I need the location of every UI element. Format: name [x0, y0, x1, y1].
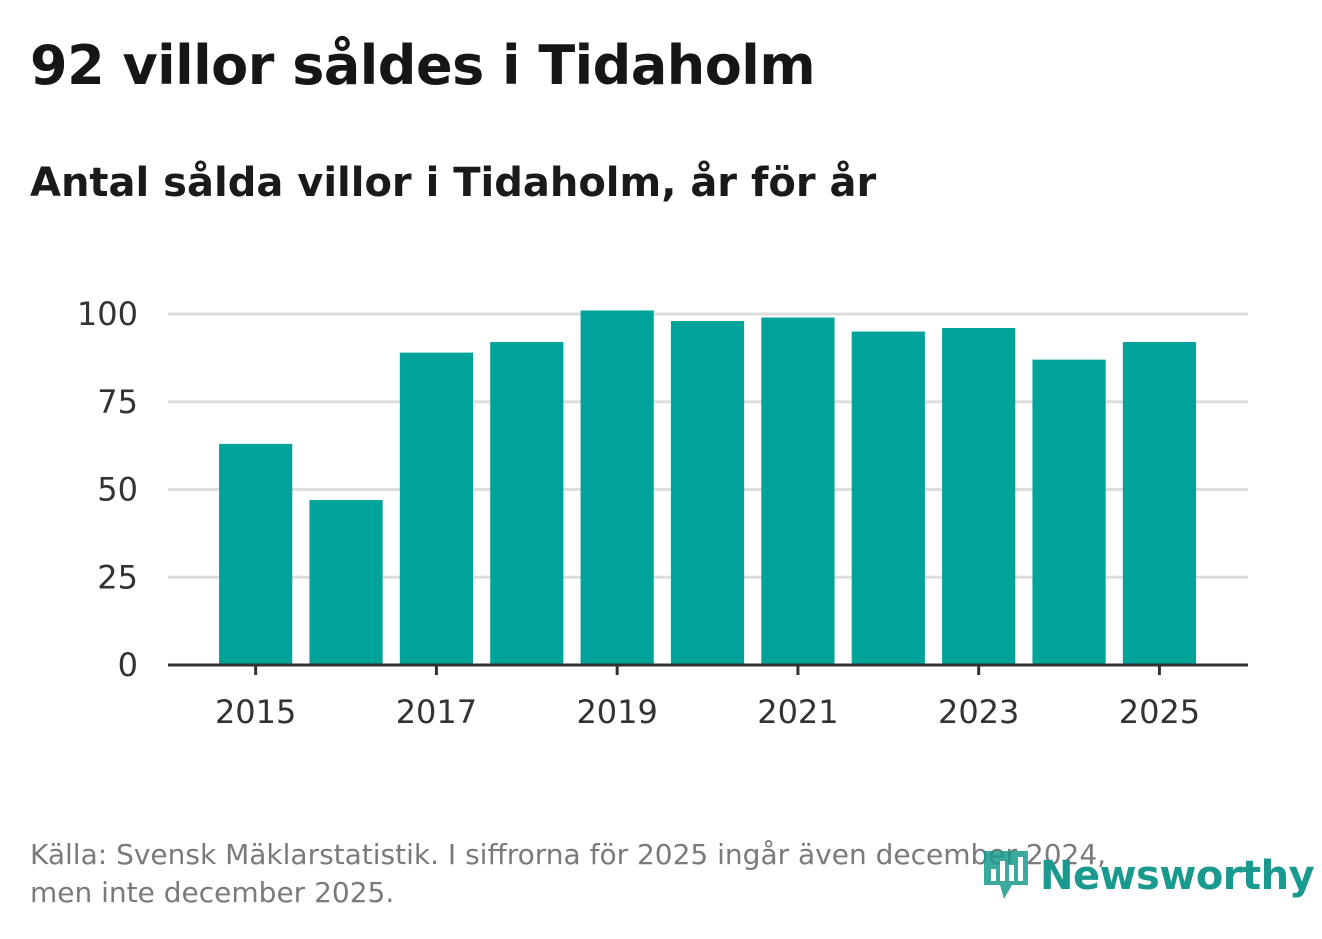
source-note: Källa: Svensk Mäklarstatistik. I siffror… — [30, 836, 1230, 912]
bar-2022 — [851, 331, 925, 665]
bar-chart: 0 25 50 75 100 2015 2017 2019 2021 2023 2025 — [77, 295, 1248, 731]
x-tick-label-2015: 2015 — [215, 693, 296, 731]
chart-title: 92 villor såldes i Tidaholm — [30, 34, 816, 97]
source-line-1: Källa: Svensk Mäklarstatistik. I siffror… — [30, 838, 1107, 871]
newsworthy-logo-icon — [984, 851, 1028, 899]
bar-2023 — [942, 328, 1016, 665]
newsworthy-logo: Newsworthy — [980, 848, 1315, 904]
y-tick-label-50: 50 — [97, 471, 138, 509]
y-tick-label-75: 75 — [97, 383, 138, 421]
y-tick-label-100: 100 — [77, 295, 138, 333]
bar-2020 — [670, 321, 745, 665]
y-tick-label-0: 0 — [118, 646, 138, 684]
bar-2021 — [761, 317, 835, 665]
newsworthy-logo-text: Newsworthy — [1040, 853, 1315, 899]
source-line-2: men inte december 2025. — [30, 876, 395, 909]
x-tick-label-2021: 2021 — [757, 693, 838, 731]
x-tick-label-2017: 2017 — [396, 693, 477, 731]
y-tick-label-25: 25 — [97, 558, 138, 596]
bars — [219, 310, 1197, 665]
x-tick-label-2025: 2025 — [1119, 693, 1200, 731]
chart-subtitle: Antal sålda villor i Tidaholm, år för år — [30, 160, 877, 206]
bar-2015 — [219, 443, 293, 665]
bar-2019 — [580, 310, 654, 665]
x-tick-label-2019: 2019 — [576, 693, 657, 731]
bar-2025 — [1122, 342, 1197, 665]
axes: 0 25 50 75 100 2015 2017 2019 2021 2023 2025 — [77, 295, 1248, 731]
bar-2024 — [1032, 359, 1106, 665]
x-tick-label-2023: 2023 — [938, 693, 1019, 731]
bar-2016 — [309, 500, 383, 665]
bar-2018 — [490, 342, 564, 665]
bar-2017 — [399, 352, 474, 665]
